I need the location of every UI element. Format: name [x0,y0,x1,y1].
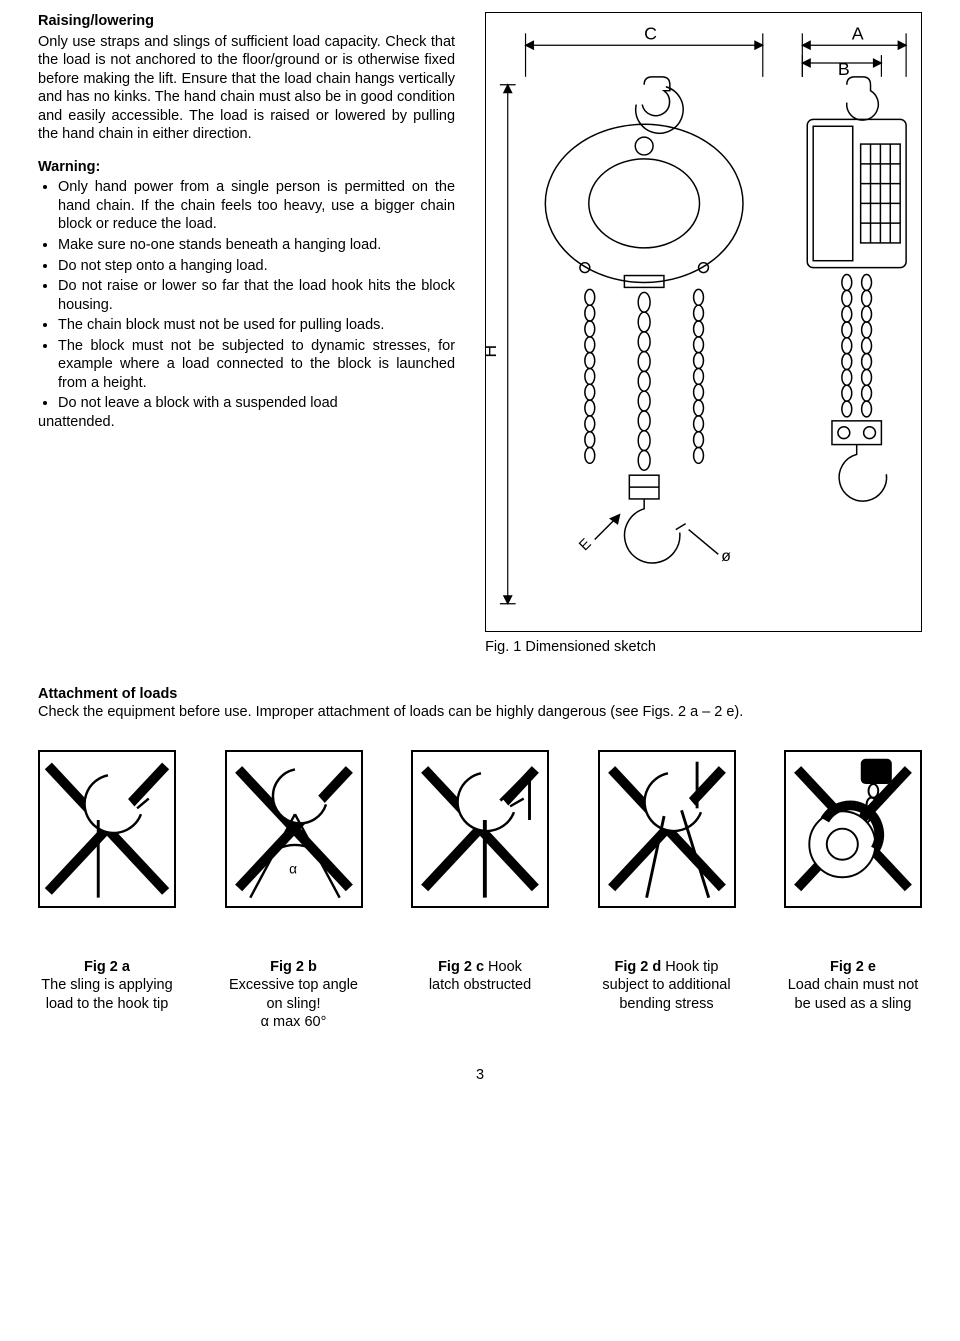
fig-text: The sling is applying load to the hook t… [41,977,172,1012]
prohibited-icon [40,752,174,905]
label-E: E [576,536,594,554]
fig-title2: Hook [488,959,522,975]
list-item-continuation: unattended. [38,413,455,432]
fig1-caption: Fig. 1 Dimensioned sketch [485,638,922,657]
list-item: Make sure no-one stands beneath a hangin… [58,236,455,255]
prohibited-icon [600,752,734,905]
list-item: Do not raise or lower so far that the lo… [58,277,455,314]
figures-row: α [38,750,922,908]
dimensioned-sketch-diagram: C A B H [485,12,922,632]
label-C: C [644,23,657,43]
fig-text: Excessive top angle on sling! [229,977,358,1012]
fig-title2: Hook tip [665,959,718,975]
list-item: Only hand power from a single person is … [58,178,455,234]
fig2c-caption: Fig 2 c Hook latch obstructed [411,958,549,1032]
label-H: H [486,345,500,358]
prohibited-icon [786,752,920,905]
captions-row: Fig 2 a The sling is applying load to th… [38,958,922,1032]
page-number: 3 [38,1066,922,1085]
list-item-text: Do not leave a block with a suspended lo… [58,395,338,411]
fig2b-image: α [225,750,363,908]
fig-title: Fig 2 d [615,959,666,975]
list-item: Do not step onto a hanging load. [58,257,455,276]
fig-text: Load chain must not be used as a sling [788,977,919,1012]
list-item: The block must not be subjected to dynam… [58,337,455,393]
fig2c-image [411,750,549,908]
fig2a-image [38,750,176,908]
fig2d-caption: Fig 2 d Hook tip subject to additional b… [598,958,736,1032]
fig-title: Fig 2 c [438,959,488,975]
raising-heading: Raising/lowering [38,12,455,31]
prohibited-icon: α [227,752,361,905]
svg-text:α: α [289,861,297,876]
fig2d-image [598,750,736,908]
list-item: Do not leave a block with a suspended lo… [58,394,455,431]
fig2e-caption: Fig 2 e Load chain must not be used as a… [784,958,922,1032]
label-phi: ø [721,548,731,565]
prohibited-icon [413,752,547,905]
fig-extra: α max 60° [261,1014,327,1030]
top-two-column: Raising/lowering Only use straps and sli… [38,12,922,657]
fig2e-image [784,750,922,908]
warning-heading: Warning: [38,158,455,177]
fig2b-caption: Fig 2 b Excessive top angle on sling! α … [225,958,363,1032]
left-column: Raising/lowering Only use straps and sli… [38,12,455,657]
attachment-text: Check the equipment before use. Improper… [38,703,922,722]
fig-title: Fig 2 a [84,959,130,975]
fig-title: Fig 2 e [830,959,876,975]
label-B: B [838,59,850,79]
attachment-section: Attachment of loads Check the equipment … [38,685,922,1032]
fig-title: Fig 2 b [270,959,317,975]
fig-text: subject to additional bending stress [602,977,730,1012]
list-item: The chain block must not be used for pul… [58,316,455,335]
label-A: A [852,23,864,43]
chain-block-diagram-svg: C A B H [486,13,921,631]
fig-text: latch obstructed [429,977,531,993]
warning-list: Only hand power from a single person is … [38,178,455,431]
intro-paragraph: Only use straps and slings of sufficient… [38,33,455,144]
right-column: C A B H [485,12,922,657]
attachment-heading: Attachment of loads [38,685,922,704]
fig2a-caption: Fig 2 a The sling is applying load to th… [38,958,176,1032]
